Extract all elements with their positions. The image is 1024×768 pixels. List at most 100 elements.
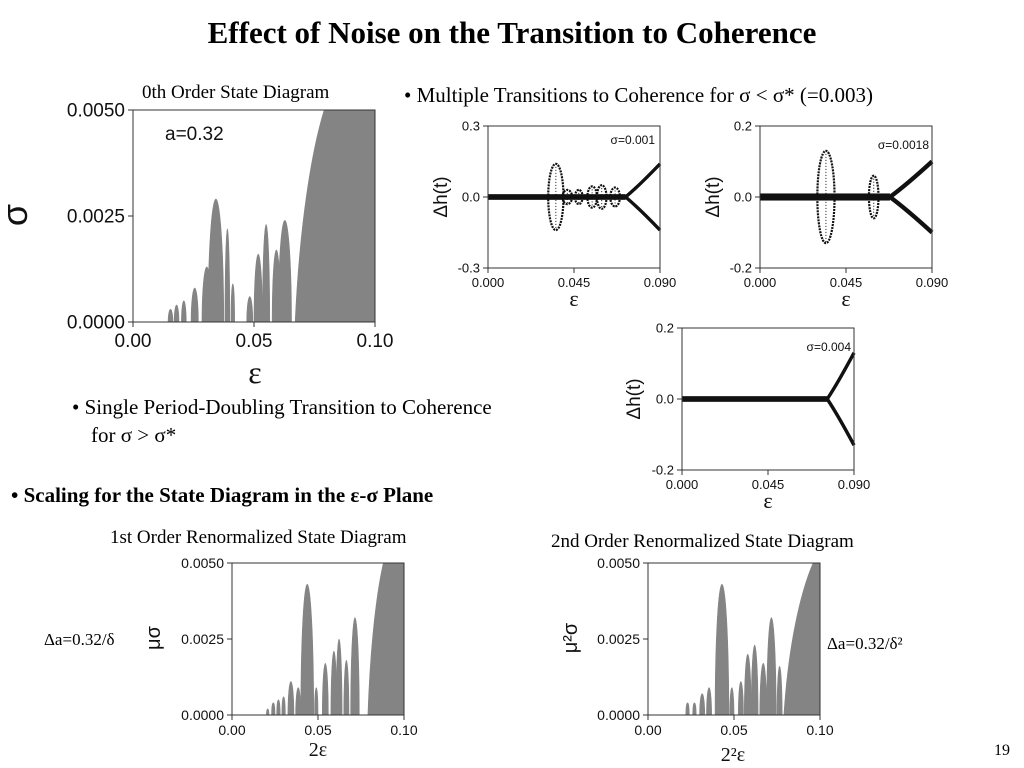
coherence-island bbox=[167, 308, 174, 323]
plot-annotation: a=0.32 bbox=[165, 124, 224, 145]
y-tick-label: -0.3 bbox=[458, 261, 480, 276]
coherence-island bbox=[706, 687, 712, 716]
y-tick-label: 0.2 bbox=[656, 321, 674, 336]
coherence-island bbox=[271, 702, 276, 716]
bullet-single-transition-condition: for σ > σ* bbox=[91, 423, 177, 447]
coherence-island bbox=[321, 663, 329, 716]
coherence-island bbox=[343, 659, 350, 716]
x-tick-label: 0.10 bbox=[390, 722, 417, 738]
coherence-island bbox=[737, 681, 744, 716]
x-axis-label: ε bbox=[841, 286, 850, 311]
coherence-island bbox=[173, 304, 180, 323]
y-axis-label: Δh(t) bbox=[431, 176, 452, 217]
x-tick-label: 0.045 bbox=[558, 275, 591, 290]
y-axis-label: μ²σ bbox=[560, 622, 582, 653]
coherence-island bbox=[776, 666, 783, 716]
slide-title: Effect of Noise on the Transition to Coh… bbox=[207, 15, 817, 50]
coherence-island bbox=[266, 708, 270, 716]
coherence-island bbox=[281, 696, 286, 716]
coherence-island bbox=[277, 219, 292, 323]
y-axis-label: Δh(t) bbox=[703, 176, 724, 217]
plot-annotation: σ=0.004 bbox=[807, 340, 852, 354]
coherence-island bbox=[744, 653, 752, 716]
y-tick-label: 0.0025 bbox=[597, 631, 640, 647]
trace-chart-sigma-00018: 0.000 0.045 0.090 -0.2 0.0 0.2 ε Δh(t) σ=0.0018 bbox=[703, 119, 948, 311]
coherence-island bbox=[224, 228, 231, 323]
state-diagram-first-order: 0.00 0.05 0.10 0.0000 0.0025 0.0050 2ε μσ bbox=[143, 555, 418, 761]
x-axis-label: ε bbox=[569, 286, 578, 311]
coherence-island bbox=[262, 224, 271, 323]
coherence-island bbox=[729, 687, 735, 716]
upper-branch bbox=[888, 159, 934, 199]
coherence-island bbox=[230, 283, 235, 323]
bifurcation-bubble bbox=[573, 188, 584, 206]
x-tick-label: 0.045 bbox=[830, 275, 863, 290]
coherence-region bbox=[783, 562, 821, 716]
x-axis-label: 2²ε bbox=[721, 744, 745, 766]
lower-branch bbox=[888, 195, 934, 235]
coherence-island bbox=[350, 617, 360, 716]
y-tick-label: 0.3 bbox=[462, 119, 480, 134]
coherence-island bbox=[766, 617, 777, 716]
caption-zeroth-order: 0th Order State Diagram bbox=[142, 82, 330, 103]
y-tick-label: 0.0000 bbox=[67, 313, 125, 334]
lower-branch bbox=[624, 195, 662, 232]
y-tick-label: 0.0000 bbox=[181, 707, 224, 723]
y-axis-label: Δh(t) bbox=[624, 378, 645, 419]
x-tick-label: 0.10 bbox=[357, 331, 394, 352]
coherence-island bbox=[692, 702, 697, 716]
bullet-multiple-transitions: • Multiple Transitions to Coherence for … bbox=[404, 83, 873, 107]
upper-branch bbox=[624, 162, 662, 199]
x-tick-label: 0.00 bbox=[634, 722, 661, 738]
x-tick-label: 0.05 bbox=[236, 331, 273, 352]
coherence-island bbox=[759, 663, 767, 716]
coherence-island bbox=[750, 644, 759, 716]
coherence-region bbox=[294, 109, 376, 323]
y-tick-label: 0.2 bbox=[734, 119, 752, 134]
x-tick-label: 0.090 bbox=[644, 275, 677, 290]
y-tick-label: 0.0050 bbox=[67, 101, 125, 122]
x-tick-label: 0.000 bbox=[744, 275, 777, 290]
y-axis-label: σ bbox=[0, 204, 35, 226]
lower-branch bbox=[825, 398, 856, 446]
delta-a-second-order: Δa=0.32/δ² bbox=[827, 634, 903, 653]
y-tick-label: 0.0000 bbox=[597, 707, 640, 723]
x-tick-label: 0.090 bbox=[838, 477, 871, 492]
x-tick-label: 0.000 bbox=[666, 477, 699, 492]
plot-annotation: σ=0.001 bbox=[611, 133, 656, 147]
x-tick-label: 0.00 bbox=[115, 331, 152, 352]
x-axis-label: ε bbox=[763, 488, 772, 513]
x-tick-label: 0.000 bbox=[472, 275, 505, 290]
coherence-island bbox=[246, 296, 254, 323]
coherence-island bbox=[207, 198, 225, 323]
x-axis-label: 2ε bbox=[309, 739, 327, 761]
coherence-island bbox=[276, 699, 281, 716]
coherence-island bbox=[314, 687, 319, 716]
bullet-single-transition: • Single Period-Doubling Transition to C… bbox=[72, 395, 492, 419]
x-tick-label: 0.045 bbox=[752, 477, 785, 492]
coherence-region bbox=[367, 562, 405, 716]
bullet-scaling-heading: • Scaling for the State Diagram in the ε… bbox=[11, 483, 434, 507]
y-tick-label: -0.2 bbox=[730, 261, 752, 276]
delta-a-first-order: Δa=0.32/δ bbox=[44, 630, 115, 649]
state-diagram-second-order: 0.00 0.05 0.10 0.0000 0.0025 0.0050 2²ε μ²σ bbox=[560, 555, 834, 766]
coherence-island bbox=[714, 583, 730, 716]
x-tick-label: 0.10 bbox=[806, 722, 833, 738]
x-tick-label: 0.00 bbox=[218, 722, 245, 738]
x-tick-label: 0.090 bbox=[916, 275, 949, 290]
y-tick-label: -0.2 bbox=[652, 463, 674, 478]
trace-chart-sigma-0001: 0.000 0.045 0.090 -0.3 0.0 0.3 ε Δh(t) σ=0.001 bbox=[431, 119, 676, 311]
caption-first-order: 1st Order Renormalized State Diagram bbox=[110, 527, 407, 548]
y-tick-label: 0.0050 bbox=[597, 555, 640, 571]
x-tick-label: 0.05 bbox=[304, 722, 331, 738]
trace-chart-sigma-0004: 0.000 0.045 0.090 -0.2 0.0 0.2 ε Δh(t) σ=0.004 bbox=[624, 321, 870, 513]
coherence-island bbox=[300, 583, 315, 716]
coherence-island bbox=[181, 300, 187, 323]
noise-band bbox=[760, 193, 890, 201]
y-tick-label: 0.0 bbox=[734, 190, 752, 205]
coherence-island bbox=[685, 702, 690, 716]
y-tick-label: 0.0 bbox=[462, 190, 480, 205]
page-number: 19 bbox=[994, 742, 1010, 759]
y-axis-label: μσ bbox=[143, 625, 165, 650]
